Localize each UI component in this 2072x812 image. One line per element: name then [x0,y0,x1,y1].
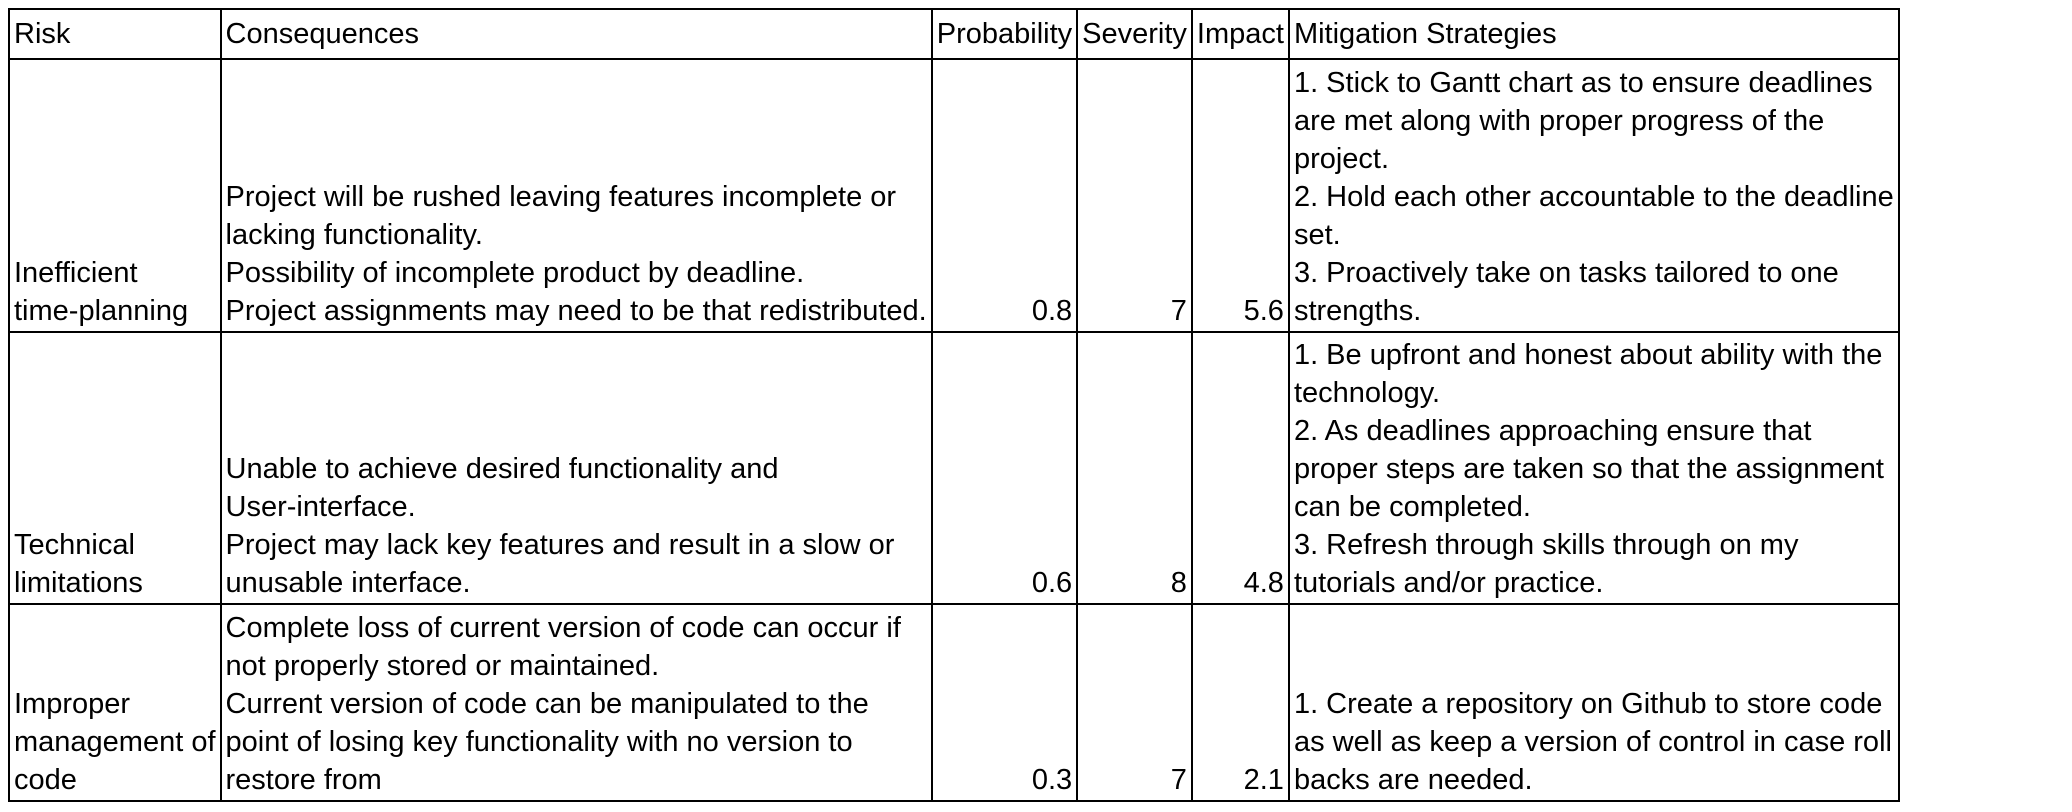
consequences-cell[interactable]: Complete loss of current version of code… [219,603,933,802]
mitigation-line: 1. Be upfront and honest about ability w… [1293,339,1883,371]
consequence-line: Project will be rushed leaving features … [225,181,897,213]
table-row: Inefficient time-planning Project will b… [8,58,1900,333]
mitigation-line: project. [1293,143,1390,175]
mitigation-line: can be completed. [1293,491,1531,523]
mitigation-cell[interactable]: 1. Be upfront and honest about ability w… [1287,331,1900,605]
consequence-line: Possibility of incomplete product by dea… [225,257,805,289]
risk-cell[interactable]: Improper management of code [8,603,222,802]
severity-cell[interactable]: 7 [1076,58,1193,333]
consequence-line: unusable interface. [225,567,471,599]
probability-cell[interactable]: 0.6 [930,331,1079,605]
severity-cell[interactable]: 7 [1076,603,1193,802]
risk-line: Inefficient [14,257,138,289]
header-probability[interactable]: Probability [930,8,1079,60]
mitigation-line: set. [1293,219,1341,251]
consequence-line: not properly stored or maintained. [225,650,660,682]
mitigation-line: 2. Hold each other accountable to the de… [1293,181,1894,213]
header-risk[interactable]: Risk [8,8,222,60]
header-mitigation[interactable]: Mitigation Strategies [1287,8,1900,60]
mitigation-line: technology. [1293,377,1441,409]
mitigation-line: 3. Refresh through skills through on my [1293,529,1799,561]
consequence-line: lacking functionality. [225,219,483,251]
mitigation-line: tutorials and/or practice. [1293,567,1604,599]
mitigation-line: 1. Stick to Gantt chart as to ensure dea… [1293,67,1873,99]
mitigation-cell[interactable]: 1. Create a repository on Github to stor… [1287,603,1900,802]
risk-line: limitations [14,567,143,599]
risk-line: management of [14,726,216,758]
consequence-line: User-interface. [225,491,416,523]
mitigation-line: 1. Create a repository on Github to stor… [1293,688,1883,720]
consequences-cell[interactable]: Project will be rushed leaving features … [219,58,933,333]
mitigation-line: strengths. [1293,295,1422,327]
mitigation-line: 2. As deadlines approaching ensure that [1293,415,1812,447]
consequence-line: Project may lack key features and result… [225,529,895,561]
table-row: Improper management of code Complete los… [8,603,1900,802]
impact-cell[interactable]: 5.6 [1190,58,1290,333]
consequence-line: Current version of code can be manipulat… [225,688,869,720]
impact-cell[interactable]: 4.8 [1190,331,1290,605]
consequence-line: restore from [225,764,382,796]
risk-line: Improper [14,688,131,720]
mitigation-line: 3. Proactively take on tasks tailored to… [1293,257,1839,289]
risk-sheet: Risk Consequences Probability Severity I… [8,8,1900,802]
risk-line: Technical [14,529,135,561]
risk-cell[interactable]: Technical limitations [8,331,222,605]
table-row: Technical limitations Unable to achieve … [8,331,1900,605]
consequences-cell[interactable]: Unable to achieve desired functionality … [219,331,933,605]
mitigation-cell[interactable]: 1. Stick to Gantt chart as to ensure dea… [1287,58,1900,333]
header-impact[interactable]: Impact [1190,8,1290,60]
consequence-line: Project assignments may need to be that … [225,295,927,327]
consequence-line: Complete loss of current version of code… [225,612,901,644]
consequence-line: point of losing key functionality with n… [225,726,853,758]
consequence-line: Unable to achieve desired functionality … [225,453,779,485]
probability-cell[interactable]: 0.8 [930,58,1079,333]
risk-table: Risk Consequences Probability Severity I… [8,8,1900,802]
mitigation-line: backs are needed. [1293,764,1533,796]
risk-line: code [14,764,77,796]
mitigation-line: proper steps are taken so that the assig… [1293,453,1884,485]
header-consequences[interactable]: Consequences [219,8,933,60]
severity-cell[interactable]: 8 [1076,331,1193,605]
mitigation-line: as well as keep a version of control in … [1293,726,1892,758]
probability-cell[interactable]: 0.3 [930,603,1079,802]
risk-line: time-planning [14,295,189,327]
header-severity[interactable]: Severity [1076,8,1193,60]
mitigation-line: are met along with proper progress of th… [1293,105,1825,137]
header-row: Risk Consequences Probability Severity I… [8,8,1900,60]
impact-cell[interactable]: 2.1 [1190,603,1290,802]
risk-cell[interactable]: Inefficient time-planning [8,58,222,333]
